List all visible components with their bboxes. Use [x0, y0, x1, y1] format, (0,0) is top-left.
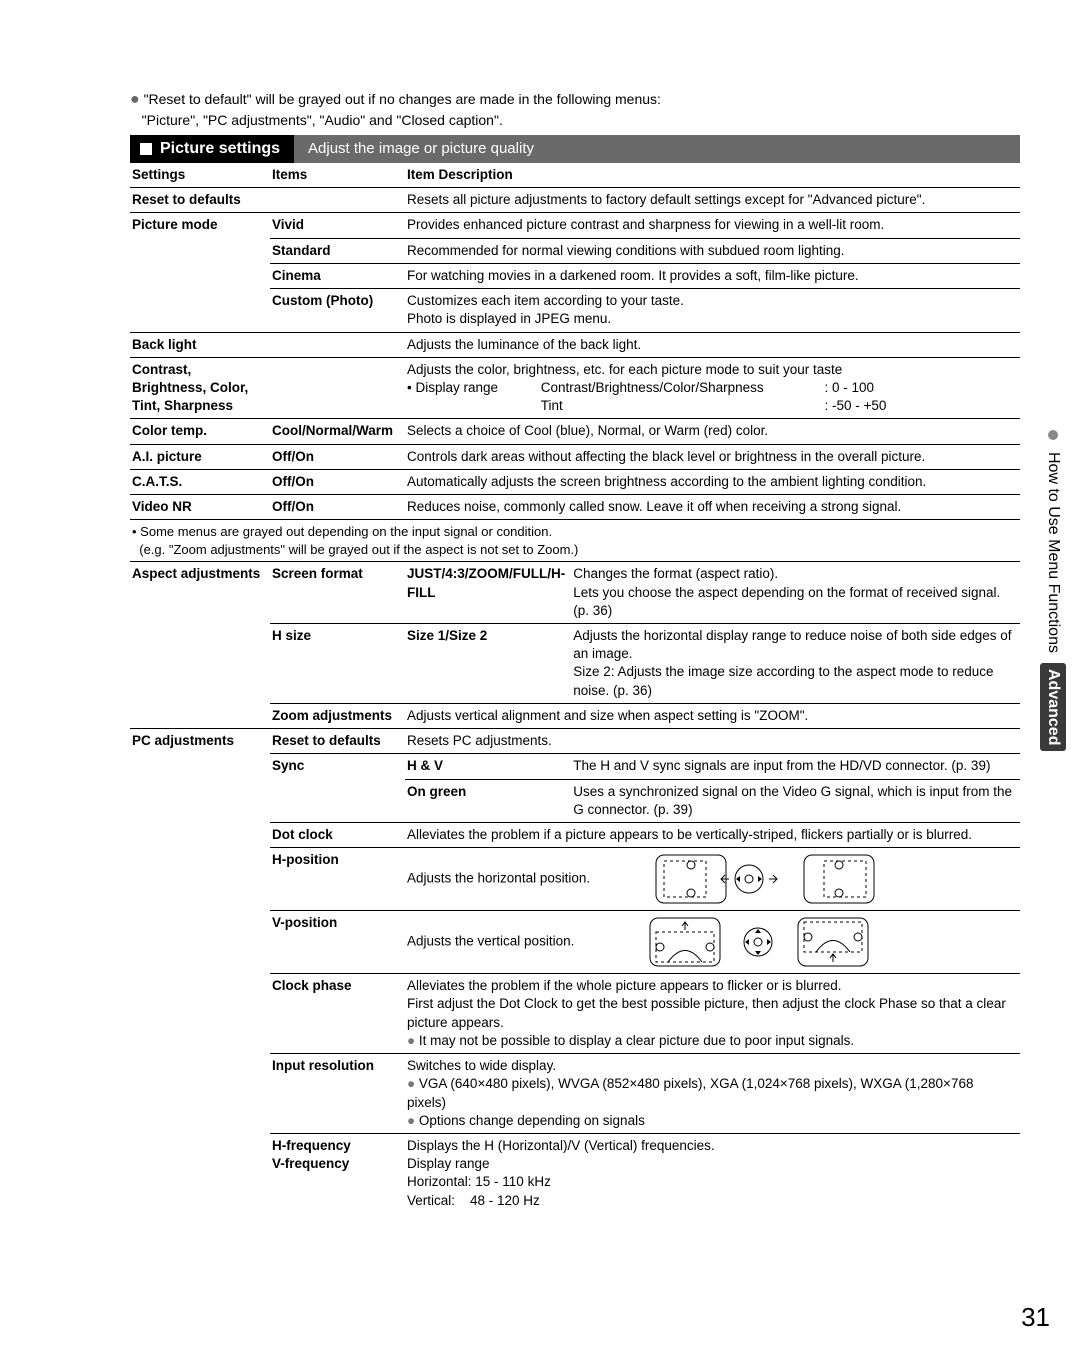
- pm-vivid: Vivid: [270, 213, 405, 238]
- pcadj-ir-l3: Options change depending on signals: [407, 1113, 645, 1128]
- side-tabs: How to Use Menu Functions Advanced: [1040, 430, 1066, 755]
- section-title-bar: Picture settings Adjust the image or pic…: [130, 135, 1020, 163]
- aspect-sf: Screen format: [270, 562, 405, 624]
- aspect-label: Aspect adjustments: [130, 562, 270, 624]
- cbcts-range-label: • Display range: [407, 379, 537, 397]
- aspect-zoom-desc: Adjusts vertical alignment and size when…: [405, 703, 1020, 728]
- title-gray: Adjust the image or picture quality: [294, 135, 1020, 163]
- pcadj-clockphase: Clock phase: [270, 974, 405, 1054]
- cbcts-r1v: : 0 - 100: [825, 380, 875, 395]
- aspect-sf-d1: Changes the format (aspect ratio).: [573, 566, 778, 581]
- pcadj-label: PC adjustments: [130, 729, 270, 754]
- pcadj-dotclock: Dot clock: [270, 822, 405, 847]
- settings-table: Settings Items Item Description Reset to…: [130, 163, 1020, 1213]
- pm-vivid-desc: Provides enhanced picture contrast and s…: [405, 213, 1020, 238]
- pm-cinema: Cinema: [270, 263, 405, 288]
- pcadj-sync-og: On green: [405, 779, 571, 822]
- side-tab-advanced: Advanced: [1040, 663, 1066, 751]
- intro-note: ● "Reset to default" will be grayed out …: [130, 90, 1020, 129]
- title-black-text: Picture settings: [160, 140, 280, 158]
- title-gray-text: Adjust the image or picture quality: [308, 140, 534, 157]
- cats-item: Off/On: [270, 469, 405, 494]
- pcadj-reset: Reset to defaults: [270, 729, 405, 754]
- aspect-hsize-d2: Size 2: Adjusts the image size according…: [573, 664, 993, 697]
- pm-standard: Standard: [270, 238, 405, 263]
- pcadj-freq-l4: Vertical: 48 - 120 Hz: [407, 1193, 540, 1208]
- vpos-diagram: [648, 914, 928, 970]
- aspect-zoom: Zoom adjustments: [270, 703, 405, 728]
- reset-defaults-label: Reset to defaults: [130, 188, 270, 213]
- aspect-hsize: H size: [270, 624, 405, 704]
- cbcts-r2l: Tint: [541, 397, 821, 415]
- page-number: 31: [1021, 1302, 1050, 1333]
- hpos-diagram: [654, 851, 904, 907]
- cbcts-desc1: Adjusts the color, brightness, etc. for …: [407, 362, 842, 377]
- note-l2: (e.g. "Zoom adjustments" will be grayed …: [139, 542, 578, 557]
- pm-cinema-desc: For watching movies in a darkened room. …: [405, 263, 1020, 288]
- colortemp-label: Color temp.: [130, 419, 270, 444]
- pcadj-dotclock-desc: Alleviates the problem if a picture appe…: [405, 822, 1020, 847]
- intro-line2: "Picture", "PC adjustments", "Audio" and…: [142, 112, 503, 128]
- backlight-desc: Adjusts the luminance of the back light.: [405, 332, 1020, 357]
- colortemp-desc: Selects a choice of Cool (blue), Normal,…: [405, 419, 1020, 444]
- colortemp-item: Cool/Normal/Warm: [270, 419, 405, 444]
- intro-line1: "Reset to default" will be grayed out if…: [144, 91, 661, 107]
- aspect-hsize-opt: Size 1/Size 2: [405, 624, 571, 704]
- hdr-items: Items: [270, 163, 405, 188]
- pcadj-ir-l2: VGA (640×480 pixels), WVGA (852×480 pixe…: [407, 1076, 973, 1109]
- pcadj-sync-og-desc: Uses a synchronized signal on the Video …: [571, 779, 1020, 822]
- cats-desc: Automatically adjusts the screen brightn…: [405, 469, 1020, 494]
- aspect-sf-opt: JUST/4:3/ZOOM/FULL/H-FILL: [405, 562, 571, 624]
- pcadj-reset-desc: Resets PC adjustments.: [405, 729, 1020, 754]
- aipic-item: Off/On: [270, 444, 405, 469]
- aspect-sf-d2: Lets you choose the aspect depending on …: [573, 585, 1000, 618]
- pcadj-ir-l1: Switches to wide display.: [407, 1058, 556, 1073]
- pm-custom-desc2: Photo is displayed in JPEG menu.: [407, 311, 611, 326]
- vnr-item: Off/On: [270, 495, 405, 520]
- vnr-label: Video NR: [130, 495, 270, 520]
- pcadj-cp-l1: Alleviates the problem if the whole pict…: [407, 978, 841, 993]
- pcadj-freq-l2: Display range: [407, 1156, 490, 1171]
- pcadj-vpos-desc: Adjusts the vertical position.: [407, 934, 574, 949]
- pcadj-sync: Sync: [270, 754, 405, 779]
- side-tab-howto: How to Use Menu Functions: [1040, 446, 1066, 659]
- backlight-label: Back light: [130, 332, 270, 357]
- aipic-desc: Controls dark areas without affecting th…: [405, 444, 1020, 469]
- pcadj-cp-l2: First adjust the Dot Clock to get the be…: [407, 996, 1006, 1029]
- cats-label: C.A.T.S.: [130, 469, 270, 494]
- pcadj-inputres: Input resolution: [270, 1054, 405, 1134]
- pcadj-hfreq: H-frequency: [272, 1138, 351, 1153]
- pm-custom: Custom (Photo): [270, 289, 405, 332]
- hdr-desc: Item Description: [405, 163, 1020, 188]
- title-black: Picture settings: [130, 135, 294, 163]
- cbcts-label: Contrast, Brightness, Color, Tint, Sharp…: [130, 357, 270, 419]
- cbcts-r1l: Contrast/Brightness/Color/Sharpness: [541, 379, 821, 397]
- hdr-settings: Settings: [130, 163, 270, 188]
- aspect-hsize-d1: Adjusts the horizontal display range to …: [573, 628, 1011, 661]
- pcadj-hpos-desc: Adjusts the horizontal position.: [407, 871, 590, 886]
- note-l1: • Some menus are grayed out depending on…: [132, 524, 552, 539]
- pm-standard-desc: Recommended for normal viewing condition…: [405, 238, 1020, 263]
- pcadj-cp-l3: It may not be possible to display a clea…: [407, 1033, 854, 1048]
- pcadj-sync-hv-desc: The H and V sync signals are input from …: [571, 754, 1020, 779]
- aipic-label: A.I. picture: [130, 444, 270, 469]
- pcadj-vpos: V-position: [270, 911, 405, 974]
- cbcts-r2v: : -50 - +50: [825, 398, 887, 413]
- side-dot-icon: [1048, 430, 1058, 440]
- pcadj-freq-l3: Horizontal: 15 - 110 kHz: [407, 1174, 551, 1189]
- vnr-desc: Reduces noise, commonly called snow. Lea…: [405, 495, 1020, 520]
- pm-custom-desc1: Customizes each item according to your t…: [407, 293, 684, 308]
- pcadj-hpos: H-position: [270, 848, 405, 911]
- picture-mode-label: Picture mode: [130, 213, 270, 238]
- reset-defaults-desc: Resets all picture adjustments to factor…: [405, 188, 1020, 213]
- pcadj-freq-l1: Displays the H (Horizontal)/V (Vertical)…: [407, 1138, 715, 1153]
- pcadj-sync-hv: H & V: [405, 754, 571, 779]
- pcadj-vfreq: V-frequency: [272, 1156, 349, 1171]
